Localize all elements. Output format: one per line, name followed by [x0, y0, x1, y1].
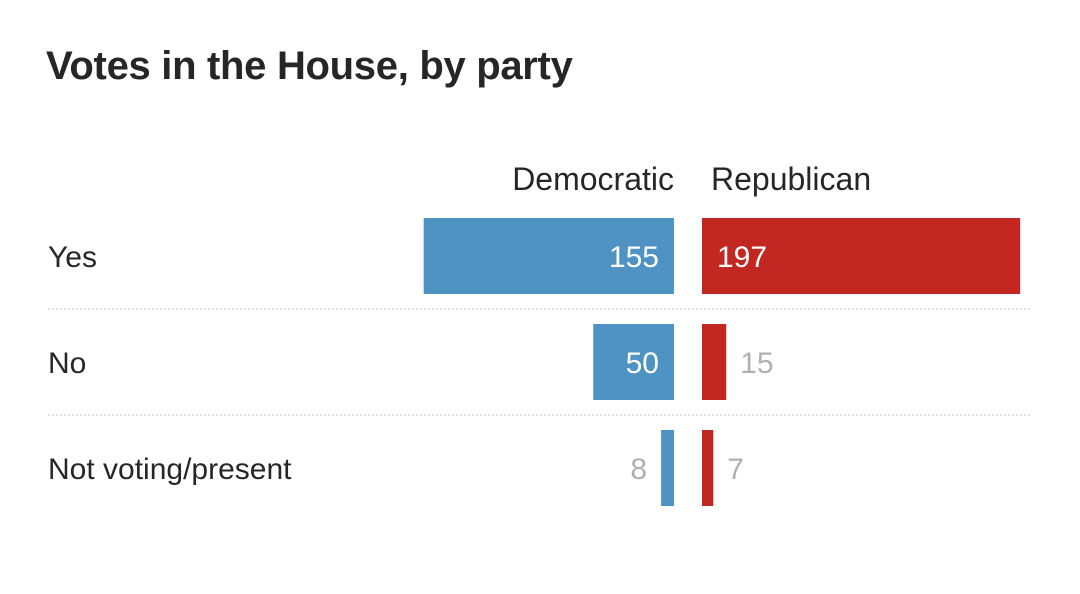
data-label-republican: 15: [740, 347, 773, 380]
bar-republican: [702, 218, 1021, 294]
data-label-democratic: 50: [626, 347, 659, 380]
bar-democratic: [661, 430, 674, 506]
bar-democratic: [423, 218, 674, 294]
column-header-democratic: Democratic: [512, 161, 674, 197]
category-label: Not voting/present: [48, 453, 292, 486]
data-label-republican: 197: [717, 241, 767, 274]
category-label: Yes: [48, 241, 97, 274]
bar-republican: [702, 430, 714, 506]
bar-republican: [702, 324, 727, 400]
chart-title: Votes in the House, by party: [46, 44, 573, 88]
bar-democratic: [593, 324, 674, 400]
data-label-democratic: 8: [630, 453, 647, 486]
data-label-democratic: 155: [609, 241, 659, 274]
data-label-republican: 7: [727, 453, 744, 486]
column-header-republican: Republican: [711, 161, 871, 197]
category-label: No: [48, 347, 86, 380]
